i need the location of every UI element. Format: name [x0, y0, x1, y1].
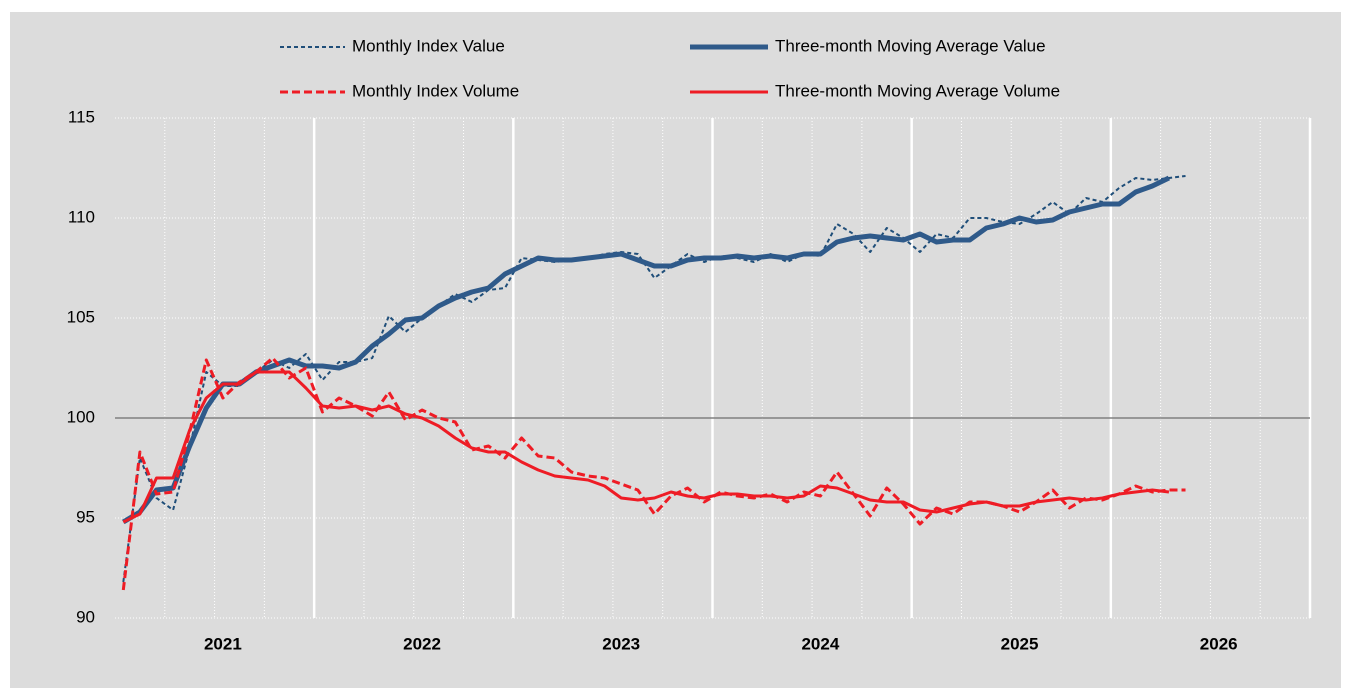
- x-tick-label: 2025: [1001, 634, 1039, 653]
- series-line: [122, 370, 1170, 524]
- x-tick-label: 2023: [602, 634, 640, 653]
- y-tick-label: 110: [68, 207, 95, 226]
- legend-label: Three-month Moving Average Value: [775, 36, 1046, 55]
- y-tick-label: 95: [76, 507, 95, 526]
- x-tick-label: 2026: [1200, 634, 1238, 653]
- series-line: [122, 175, 1171, 525]
- x-tick-label: 2022: [403, 634, 441, 653]
- legend-label: Monthly Index Value: [352, 36, 505, 55]
- y-tick-label: 90: [76, 607, 95, 626]
- legend-label: Three-month Moving Average Volume: [775, 81, 1060, 100]
- x-tick-label: 2021: [204, 634, 242, 653]
- chart-background: [10, 12, 1341, 688]
- series-line: [121, 356, 1186, 591]
- y-tick-label: 100: [67, 407, 95, 426]
- y-tick-label: 115: [68, 107, 95, 126]
- x-tick-label: 2024: [801, 634, 839, 653]
- y-tick-label: 105: [67, 307, 95, 326]
- legend-label: Monthly Index Volume: [352, 81, 519, 100]
